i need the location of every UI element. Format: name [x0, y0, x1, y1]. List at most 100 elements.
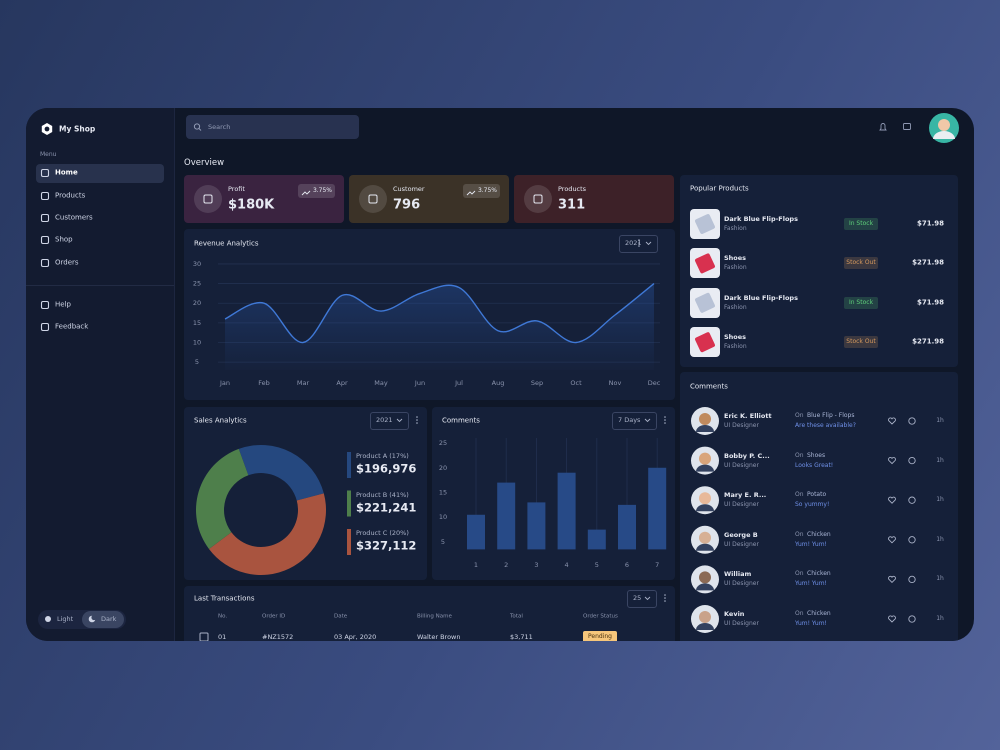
product-image: [695, 253, 715, 274]
info-icon[interactable]: [908, 615, 916, 623]
more-dot[interactable]: [664, 594, 666, 596]
theme-option[interactable]: Dark: [101, 614, 117, 623]
x-tick-label: 6: [625, 561, 629, 569]
info-icon[interactable]: [908, 456, 916, 465]
icon[interactable]: [40, 168, 50, 178]
dropdown-value[interactable]: 2021: [376, 415, 393, 424]
icon[interactable]: [40, 300, 50, 310]
comment-product[interactable]: Shoes: [807, 451, 826, 459]
dropdown-value[interactable]: 2021: [625, 238, 642, 247]
icon[interactable]: [40, 213, 50, 223]
more-dot[interactable]: [664, 416, 666, 418]
y-tick-label: 30: [193, 260, 201, 268]
more-dot[interactable]: [664, 597, 666, 599]
theme-option[interactable]: Light: [57, 614, 74, 623]
commenter-name: Mary E. R...: [724, 490, 767, 499]
stat-card: [349, 175, 509, 223]
more-dot[interactable]: [638, 239, 640, 241]
menu-item[interactable]: Orders: [55, 258, 79, 267]
avatar-head: [938, 119, 950, 131]
checkbox[interactable]: [199, 632, 209, 641]
more-dot[interactable]: [416, 419, 418, 421]
column-header: No.: [218, 613, 228, 620]
search-placeholder[interactable]: Search: [208, 122, 231, 131]
product-category: Fashion: [724, 264, 747, 272]
comment-product[interactable]: Chicken: [807, 610, 831, 617]
legend-label: Product B (41%): [356, 490, 409, 499]
info-icon[interactable]: [908, 496, 916, 504]
comment-prefix: On: [795, 412, 804, 419]
product-image: [695, 214, 715, 234]
comment-prefix: On: [795, 491, 804, 499]
dropdown[interactable]: [627, 590, 657, 608]
comment-text: Yum! Yum!: [795, 540, 827, 548]
info-icon[interactable]: [908, 575, 916, 584]
commenter-body: [696, 623, 714, 630]
like-icon[interactable]: [888, 496, 896, 504]
legend-swatch: [347, 529, 351, 555]
like-icon[interactable]: [888, 457, 896, 465]
menu-item[interactable]: Home: [55, 168, 78, 177]
dropdown[interactable]: [619, 235, 658, 253]
menu-item[interactable]: Customers: [55, 213, 93, 222]
comment-product[interactable]: Blue Flip - Flops: [807, 412, 855, 419]
card-icon: [359, 185, 387, 213]
panel: [680, 175, 958, 367]
search-box[interactable]: [186, 115, 359, 139]
moon-cut: [91, 614, 97, 621]
info-icon[interactable]: [908, 417, 916, 425]
more-dot[interactable]: [416, 416, 418, 418]
dropdown[interactable]: [612, 412, 657, 430]
icon[interactable]: [40, 322, 50, 332]
menu-item[interactable]: Products: [55, 191, 86, 200]
trend-icon: [466, 190, 476, 196]
more-dot[interactable]: [664, 419, 666, 421]
x-tick-label: 3: [534, 561, 538, 569]
like-icon[interactable]: [888, 536, 896, 544]
menu-item[interactable]: Shop: [55, 235, 73, 244]
bell-icon[interactable]: [879, 123, 887, 131]
comment-time: 1h: [936, 496, 944, 504]
comment-product[interactable]: Chicken: [807, 530, 831, 538]
info-icon[interactable]: [908, 536, 916, 544]
theme-active: [82, 611, 124, 628]
more-dot[interactable]: [664, 600, 666, 602]
like-icon[interactable]: [888, 417, 896, 425]
dropdown[interactable]: [370, 412, 409, 430]
more-dot[interactable]: [638, 245, 640, 247]
dropdown-value[interactable]: 7 Days: [618, 415, 641, 424]
commenter-role: UI Designer: [724, 580, 759, 588]
section-title: Overview: [184, 157, 225, 168]
commenter-role: UI Designer: [724, 422, 759, 429]
commenter-role: UI Designer: [724, 540, 759, 548]
product-category: Fashion: [724, 303, 747, 311]
more-dot[interactable]: [416, 422, 418, 424]
status-badge: [844, 296, 878, 309]
menu-item[interactable]: Help: [55, 300, 71, 309]
dropdown-value[interactable]: 25: [633, 593, 642, 602]
comment-time: 1h: [936, 456, 944, 464]
y-tick-label: 15: [193, 319, 201, 327]
donut-segment: [196, 448, 249, 549]
icon[interactable]: [40, 191, 50, 201]
line: [224, 283, 655, 344]
comment-product[interactable]: Potato: [807, 491, 827, 499]
like-icon[interactable]: [888, 615, 896, 623]
like-icon[interactable]: [888, 575, 896, 584]
product-price: $71.98: [916, 219, 944, 228]
x-tick-label: 5: [595, 561, 599, 569]
more-dot[interactable]: [638, 242, 640, 244]
bar: [648, 467, 667, 550]
icon[interactable]: [40, 235, 50, 245]
comment-product[interactable]: Chicken: [807, 570, 831, 578]
chart-title: Comments: [442, 416, 480, 425]
stat-card: [514, 175, 674, 223]
legend-label: Product A (17%): [356, 451, 409, 460]
icon[interactable]: [40, 258, 50, 268]
chat-icon[interactable]: [903, 123, 911, 130]
x-tick-label: Sep: [531, 379, 543, 387]
menu-item[interactable]: Feedback: [55, 322, 89, 331]
legend-swatch: [347, 452, 351, 478]
comment-text: Are these available?: [795, 422, 856, 429]
more-dot[interactable]: [664, 422, 666, 424]
